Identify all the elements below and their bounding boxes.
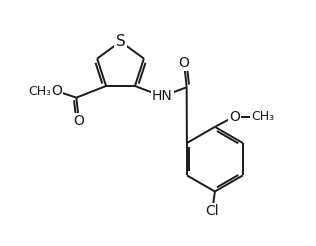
Text: S: S: [116, 34, 125, 49]
Text: HN: HN: [152, 89, 173, 103]
Text: O: O: [52, 84, 62, 98]
Text: O: O: [35, 84, 46, 98]
Text: O–: O–: [31, 84, 49, 98]
Text: O: O: [52, 84, 62, 98]
Text: O: O: [52, 84, 62, 98]
Text: O: O: [74, 114, 84, 128]
Text: O: O: [74, 114, 84, 128]
Text: S: S: [116, 34, 125, 49]
Text: O: O: [229, 109, 240, 123]
Text: Cl: Cl: [205, 204, 219, 218]
Text: O: O: [35, 84, 46, 98]
Text: CH₃: CH₃: [28, 85, 52, 98]
Text: O: O: [179, 56, 190, 70]
Text: CH₃: CH₃: [251, 110, 274, 123]
Text: O: O: [229, 109, 240, 123]
Text: O: O: [52, 84, 62, 98]
